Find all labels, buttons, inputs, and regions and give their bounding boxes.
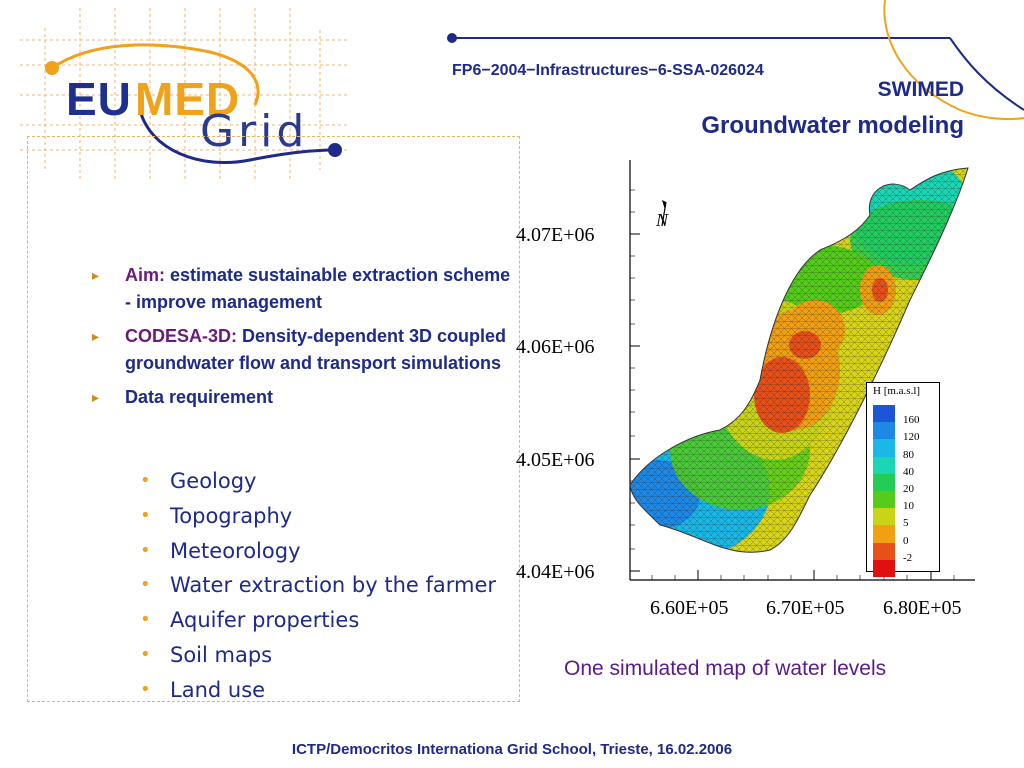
legend-value: 20 [903,483,914,495]
x-tick-label: 6.60E+05 [650,597,729,619]
legend-value: 40 [903,465,914,478]
list-item: • Water extraction by the farmer [140,570,520,600]
bullet-dot-icon: • [140,643,151,665]
legend-value: 80 [903,448,914,461]
codesa-label: CODESA-3D: [125,326,238,346]
footer-text: ICTP/Democritos Internationa Grid School… [291,741,733,758]
list-item: • Aquifer properties [140,605,520,635]
map-caption: One simulated map of water levels [564,657,887,680]
legend-swatch [873,456,895,474]
arrow-bullet-icon: ▸ [92,389,100,405]
list-item-text: Soil maps [170,642,273,667]
legend-swatch [873,559,895,577]
legend-swatch [873,542,895,560]
eumed-grid-logo: EU MED Grid [0,0,370,190]
legend-swatch [873,525,895,543]
list-item-text: Topography [170,503,293,528]
legend-swatch [873,422,895,440]
legend-value: -2 [903,551,913,564]
north-arrow-icon [661,200,667,227]
north-label: N [655,210,669,230]
list-item-data-requirement: ▸ Data requirement [92,384,517,411]
list-item: • Land use [140,675,520,705]
list-item: • Soil maps [140,640,520,670]
legend-swatch [873,439,895,457]
x-tick-label: 6.80E+05 [883,597,962,619]
bullet-dot-icon: • [140,678,151,700]
logo-eu-text: EU [66,73,132,125]
legend-value: 0 [903,534,909,547]
list-item: • Meteorology [140,536,520,566]
bullet-dot-icon: • [140,470,151,491]
legend-title: H [m.a.s.l] [873,385,921,397]
data-requirement-label: Data requirement [125,387,274,407]
legend-value: 160 [903,414,920,427]
legend-value: 120 [903,431,920,444]
arrow-bullet-icon: ▸ [92,328,100,344]
logo-grid-text: Grid [200,106,309,157]
project-code: FP6−2004−Infrastructures−6-SSA-026024 [452,62,764,79]
data-requirement-list: • Geology • Topography • Meteorology • Water… [140,466,520,710]
legend-swatch [873,508,895,526]
list-item-text: Meteorology [170,538,301,563]
arrow-bullet-icon: ▸ [92,267,100,283]
aim-label: Aim: [125,265,165,285]
list-item-text: Water extraction by the farmer [170,573,497,598]
x-tick-label: 6.70E+05 [766,597,845,619]
legend-swatch [873,405,895,423]
legend-swatch [873,473,895,491]
logo-grid-graphic [20,8,350,180]
list-item-text: Geology [170,469,257,493]
list-item: • Geology [140,466,520,496]
list-item-text: Land use [170,677,266,702]
y-tick-label: 4.05E+06 [516,449,595,471]
content-box [27,136,520,702]
page-title-line1: SWIMED [877,78,964,101]
logo-med-text: MED [135,73,241,125]
page-title-line2: Groundwater modeling [701,112,964,139]
legend-value: 10 [903,500,914,513]
map-legend: H [m.a.s.l] 160 120 80 40 20 10 5 0 -2 [866,382,940,577]
bullet-dot-icon: • [140,574,151,596]
list-item-text: Aquifer properties [170,608,360,633]
y-tick-label: 4.04E+06 [516,561,595,583]
bullet-dot-icon: • [140,504,151,526]
list-item: • Topography [140,501,520,531]
main-bullet-list: ▸ Aim: estimate sustainable extraction s… [92,262,517,418]
list-item-aim: ▸ Aim: estimate sustainable extraction s… [92,262,517,316]
codesa-text: Density-dependent 3D coupled groundwater… [125,326,507,373]
bullet-dot-icon: • [140,539,151,561]
header-decoration [447,0,1024,121]
y-tick-label: 4.07E+06 [516,224,595,246]
y-tick-label: 4.06E+06 [516,336,595,358]
list-item-codesa: ▸ CODESA-3D: Density-dependent 3D couple… [92,323,517,377]
legend-value: 5 [903,517,909,530]
bullet-dot-icon: • [140,609,151,631]
legend-swatch [873,491,895,509]
aim-text: estimate sustainable extraction scheme -… [125,265,511,312]
